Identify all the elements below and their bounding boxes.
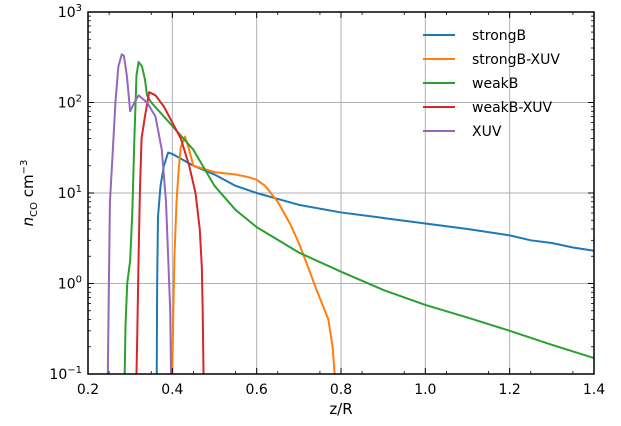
y-tick-label: 101 (58, 184, 82, 202)
x-axis-label: z/R (329, 400, 352, 418)
x-tick-label: 0.8 (330, 382, 352, 398)
y-tick-label: 103 (58, 3, 82, 21)
series-line-weakb-xuv (135, 91, 205, 375)
y-axis-label: nCO cm−3 (19, 160, 40, 227)
series-line-strongb-xuv (171, 135, 336, 375)
tick-labels: 0.2 0.4 0.6 0.8 1.0 1.2 1.4 10−1 100 101 102 103 (49, 3, 605, 398)
legend-label-strongb: strongB (472, 28, 526, 44)
y-tick-label: 10−1 (49, 365, 82, 383)
y-tick-label: 100 (58, 275, 82, 293)
x-tick-label: 0.2 (77, 382, 99, 398)
ticks (87, 11, 595, 375)
x-tick-label: 1.4 (583, 382, 605, 398)
legend-label-xuv: XUV (472, 124, 502, 140)
y-tick-label: 102 (58, 94, 82, 112)
series-line-weakb (123, 61, 595, 375)
x-tick-label: 1.0 (414, 382, 436, 398)
legend-label-strongb-xuv: strongB-XUV (472, 52, 560, 68)
legend-label-weakb-xuv: weakB-XUV (472, 100, 553, 116)
axis-labels: z/R nCO cm−3 (19, 160, 353, 418)
x-tick-label: 0.6 (246, 382, 268, 398)
legend-label-weakb: weakB (472, 76, 518, 92)
series-line-xuv (106, 53, 173, 375)
x-tick-label: 0.4 (161, 382, 183, 398)
series-lines (106, 53, 595, 375)
x-tick-label: 1.2 (499, 382, 521, 398)
legend: strongB strongB-XUV weakB weakB-XUV XUV (423, 28, 560, 140)
